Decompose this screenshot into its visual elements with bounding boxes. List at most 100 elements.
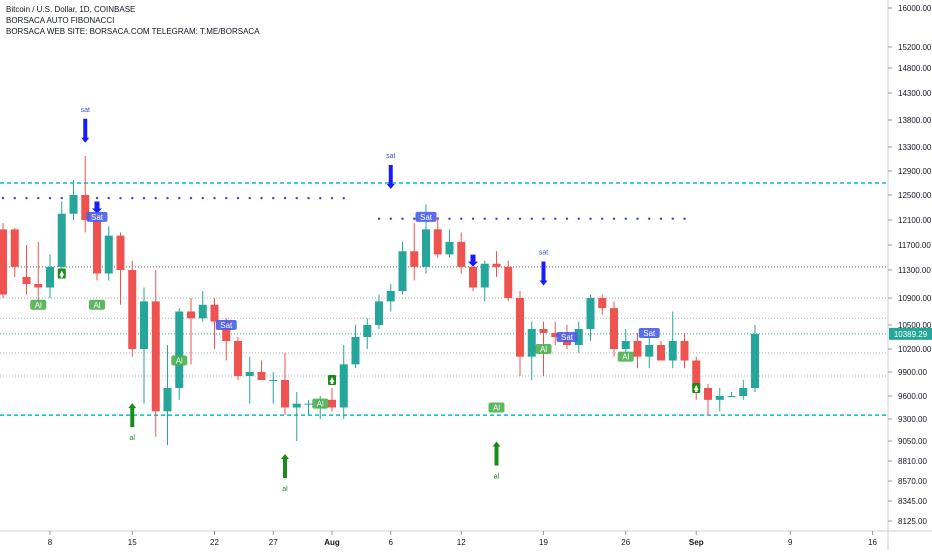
candle-body xyxy=(128,270,137,349)
candle-body xyxy=(680,341,689,361)
buy-arrow-icon xyxy=(281,454,289,478)
al-label-box xyxy=(30,299,47,310)
al-label-box xyxy=(89,299,105,310)
y-tick-label: 12500.00 xyxy=(898,191,932,200)
resistance-dot xyxy=(624,217,627,220)
candle-body xyxy=(739,388,748,396)
x-tick-label: 6 xyxy=(389,538,394,547)
y-tick-label: 8810.00 xyxy=(898,457,927,466)
chart-header: Bitcoin / U.S. Dollar, 1D, COINBASE BORS… xyxy=(6,4,260,37)
al-label: Al xyxy=(93,301,100,310)
buy-arrow-icon xyxy=(492,441,501,466)
candle-body xyxy=(633,341,642,357)
candle-body xyxy=(386,291,395,302)
y-tick-label: 8570.00 xyxy=(898,477,927,486)
resistance-dot xyxy=(483,217,486,220)
al-label: Al xyxy=(493,404,500,413)
candle-body xyxy=(187,311,195,319)
resistance-dot xyxy=(330,196,334,200)
sat-label-box xyxy=(638,328,660,338)
candle-body xyxy=(351,337,360,365)
candle-body xyxy=(257,372,266,380)
candle-body xyxy=(234,341,242,376)
resistance-dot xyxy=(37,196,40,200)
resistance-dot xyxy=(213,196,216,200)
sell-arrow-icon xyxy=(81,118,90,143)
resistance-dot xyxy=(471,217,475,220)
candle-body xyxy=(445,241,454,255)
candle-body xyxy=(610,308,618,349)
candle-body xyxy=(410,251,419,267)
y-tick-label: 13300.00 xyxy=(898,143,932,152)
resistance-dot xyxy=(401,217,404,220)
candle-body xyxy=(375,301,383,325)
resistance-dot xyxy=(189,196,193,200)
indicator-website: BORSACA WEB SITE: BORSACA.COM TELEGRAM: … xyxy=(6,27,260,36)
candle-body xyxy=(198,304,207,319)
candle-body xyxy=(363,325,372,337)
sell-arrow-icon xyxy=(386,165,395,189)
resistance-dot xyxy=(518,217,522,220)
resistance-dot xyxy=(589,217,592,220)
y-tick-label: 9050.00 xyxy=(898,437,927,446)
resistance-dot xyxy=(48,196,52,200)
candle-body xyxy=(492,263,501,267)
candle-body xyxy=(269,380,278,381)
candle-body xyxy=(93,220,101,274)
candle-body xyxy=(0,229,7,295)
candle-body xyxy=(175,311,184,388)
x-tick-label: 22 xyxy=(210,538,219,547)
sat-label: Sat xyxy=(420,213,433,222)
y-tick-label: 11700.00 xyxy=(898,241,931,250)
current-price-tag xyxy=(889,327,932,340)
buy-signal-text: al xyxy=(282,486,288,493)
x-tick-label: 26 xyxy=(621,538,630,547)
candle-body xyxy=(81,195,90,220)
resistance-dot xyxy=(319,196,322,200)
y-tick-label: 16000.00 xyxy=(898,4,932,13)
indicator-name: BORSACA AUTO FIBONACCI xyxy=(6,16,115,25)
candle-body xyxy=(104,235,113,274)
resistance-dot xyxy=(659,217,663,220)
al-label: Al xyxy=(176,357,183,366)
resistance-dot xyxy=(636,217,639,220)
al-label-box xyxy=(171,355,188,366)
symbol-title: Bitcoin / U.S. Dollar, 1D, COINBASE xyxy=(6,5,136,14)
sell-signal-text: sat xyxy=(386,153,395,160)
candle-body xyxy=(57,213,66,267)
candle-body xyxy=(692,360,701,388)
candle-body xyxy=(422,229,430,267)
resistance-dot xyxy=(142,196,146,200)
resistance-dot xyxy=(25,196,28,200)
resistance-dot xyxy=(448,217,451,220)
resistance-dot xyxy=(178,196,181,200)
candle-body xyxy=(116,235,125,270)
resistance-dot xyxy=(342,196,345,200)
candle-body xyxy=(457,241,466,267)
resistance-dot xyxy=(119,196,122,200)
y-tick-label: 9600.00 xyxy=(898,392,927,401)
candle-body xyxy=(539,329,548,333)
candle-body xyxy=(586,298,595,329)
sell-signal-text: sat xyxy=(81,107,90,114)
resistance-dot xyxy=(248,196,251,200)
resistance-dot xyxy=(131,196,134,200)
resistance-dot xyxy=(13,196,16,200)
sat-label: Sat xyxy=(643,329,656,338)
candle-body xyxy=(34,284,43,288)
candle-body xyxy=(245,372,254,376)
al-label-box xyxy=(617,351,634,362)
sell-signal-text: sat xyxy=(539,250,548,257)
candle-body xyxy=(210,304,219,322)
candle-body xyxy=(668,341,677,361)
resistance-dot xyxy=(507,217,510,220)
sell-arrow-icon xyxy=(539,261,548,286)
candle-body xyxy=(398,251,407,291)
candle-body xyxy=(645,345,654,357)
sat-label: Sat xyxy=(561,333,574,342)
candle-body xyxy=(621,341,630,349)
resistance-dot xyxy=(648,217,651,220)
al-label-box xyxy=(312,398,329,409)
